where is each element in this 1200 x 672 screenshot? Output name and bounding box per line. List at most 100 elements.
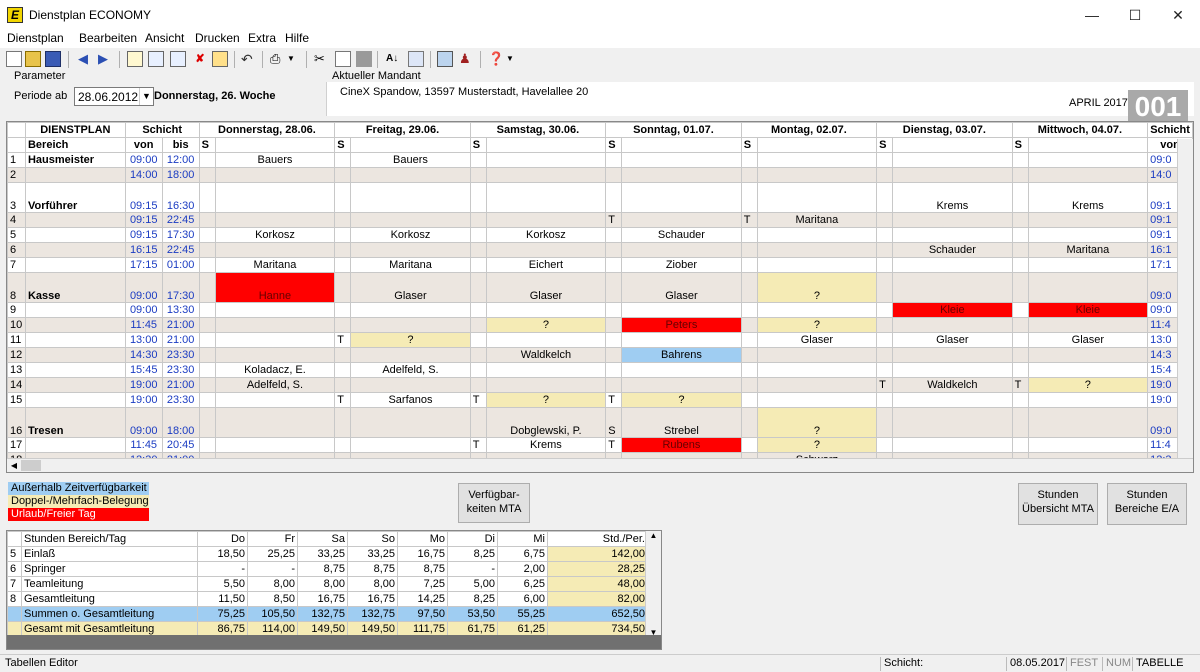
von-cell[interactable]: 13:00 [124, 332, 163, 348]
s-cell[interactable] [198, 302, 216, 318]
von-cell[interactable]: 19:00 [124, 377, 163, 393]
shift-cell[interactable]: ? [485, 317, 607, 333]
table-row[interactable]: 2 14:00 18:00 14:0 [7, 167, 1193, 183]
shift-cell[interactable]: Bauers [350, 152, 471, 168]
shift-cell[interactable]: ? [485, 392, 607, 408]
s-cell[interactable] [469, 167, 487, 183]
s-cell[interactable] [334, 377, 352, 393]
s-cell[interactable] [334, 407, 352, 438]
shift-cell[interactable] [892, 392, 1013, 408]
shift-cell[interactable]: Eichert [485, 257, 607, 273]
s-cell[interactable] [198, 407, 216, 438]
shift-cell[interactable] [485, 332, 607, 348]
shift-cell[interactable] [485, 302, 607, 318]
availability-mta-button[interactable]: Verfügbar-keiten MTA [458, 483, 530, 523]
s-cell[interactable]: T [740, 212, 758, 228]
s-cell[interactable] [198, 392, 216, 408]
user-icon[interactable]: ♟ [459, 51, 471, 66]
bereich-cell[interactable] [24, 437, 126, 453]
s-cell[interactable] [1011, 392, 1029, 408]
s-cell[interactable] [740, 347, 758, 363]
s-cell[interactable] [1011, 437, 1029, 453]
s-cell[interactable] [334, 302, 352, 318]
bis-cell[interactable]: 01:00 [161, 257, 200, 273]
shift-cell[interactable] [621, 377, 742, 393]
s-cell[interactable] [605, 347, 623, 363]
insert-row-icon[interactable] [127, 51, 143, 67]
s-cell[interactable] [334, 242, 352, 258]
shift-cell[interactable] [485, 152, 607, 168]
s-cell[interactable] [876, 407, 894, 438]
shift-cell[interactable]: Bauers [214, 152, 336, 168]
list-icon[interactable] [408, 51, 424, 67]
period-date-select[interactable]: 28.06.2012 ▼ [74, 87, 154, 106]
table-icon[interactable] [148, 51, 164, 67]
shift-cell[interactable] [621, 332, 742, 348]
bereich-cell[interactable] [24, 392, 126, 408]
s-cell[interactable] [334, 317, 352, 333]
table-row[interactable]: 16 Tresen 09:00 18:00 Dobglewski, P. S Strebel… [7, 407, 1193, 438]
shift-cell[interactable]: ? [756, 437, 878, 453]
s-cell[interactable] [1011, 407, 1029, 438]
bereich-cell[interactable]: Hausmeister [24, 152, 126, 168]
shift-cell[interactable] [1027, 347, 1149, 363]
table-row[interactable]: 15 19:00 23:30 T Sarfanos T? T? 19:0 [7, 392, 1193, 408]
s-cell[interactable] [876, 317, 894, 333]
shift-cell[interactable] [350, 302, 471, 318]
s-cell[interactable] [1011, 167, 1029, 183]
shift-cell[interactable]: Schauder [621, 227, 742, 243]
s-cell[interactable] [740, 377, 758, 393]
bis-cell[interactable]: 18:00 [161, 167, 200, 183]
s-cell[interactable] [1011, 272, 1029, 303]
s-cell[interactable] [1011, 332, 1029, 348]
shift-cell[interactable] [350, 167, 471, 183]
copy-icon[interactable] [335, 51, 351, 67]
shift-cell[interactable]: Bahrens [621, 347, 742, 363]
bereich-cell[interactable] [24, 227, 126, 243]
shift-cell[interactable] [214, 407, 336, 438]
s-cell[interactable] [334, 182, 352, 213]
shift-cell[interactable] [214, 437, 336, 453]
help-icon[interactable]: ❓ [488, 51, 505, 66]
shift-cell[interactable] [621, 182, 742, 213]
s-cell[interactable] [876, 362, 894, 378]
table-row[interactable]: 13 15:45 23:30 Koladacz, E. Adelfeld, S. 15:4 [7, 362, 1193, 378]
s-cell[interactable] [605, 377, 623, 393]
s-cell[interactable] [740, 242, 758, 258]
chevron-down-icon[interactable]: ▼ [139, 88, 153, 105]
menu-extra[interactable]: Extra [248, 31, 277, 45]
s-cell[interactable] [740, 152, 758, 168]
bis-cell[interactable]: 21:00 [161, 377, 200, 393]
shift-cell[interactable] [756, 302, 878, 318]
von-cell[interactable]: 14:30 [124, 347, 163, 363]
shift-cell[interactable]: Hanne [214, 272, 336, 303]
minimize-button[interactable]: — [1085, 7, 1099, 23]
s-cell[interactable] [876, 212, 894, 228]
s-cell[interactable] [740, 317, 758, 333]
von-cell[interactable]: 09:15 [124, 212, 163, 228]
shift-cell[interactable]: Krems [1027, 182, 1149, 213]
shift-cell[interactable] [892, 437, 1013, 453]
shift-cell[interactable]: Glaser [485, 272, 607, 303]
prev-icon[interactable]: ◀ [78, 51, 88, 66]
bis-cell[interactable]: 23:30 [161, 362, 200, 378]
s-cell[interactable] [334, 167, 352, 183]
s-cell[interactable] [469, 182, 487, 213]
table-row[interactable]: 4 09:15 22:45 T T Maritana 09:1 [7, 212, 1193, 228]
shift-cell[interactable]: Sarfanos [350, 392, 471, 408]
shift-cell[interactable] [1027, 407, 1149, 438]
help-dropdown-icon[interactable]: ▼ [506, 54, 514, 63]
undo-icon[interactable]: ↶ [241, 51, 253, 67]
shift-cell[interactable] [621, 212, 742, 228]
shift-cell[interactable] [756, 257, 878, 273]
bis-cell[interactable]: 12:00 [161, 152, 200, 168]
s-cell[interactable] [469, 347, 487, 363]
shift-cell[interactable]: Glaser [756, 332, 878, 348]
bereich-cell[interactable] [24, 347, 126, 363]
shift-cell[interactable]: ? [350, 332, 471, 348]
shift-cell[interactable]: ? [756, 272, 878, 303]
s-cell[interactable] [1011, 347, 1029, 363]
shift-cell[interactable] [214, 242, 336, 258]
s-cell[interactable] [198, 182, 216, 213]
shift-cell[interactable]: Maritana [214, 257, 336, 273]
